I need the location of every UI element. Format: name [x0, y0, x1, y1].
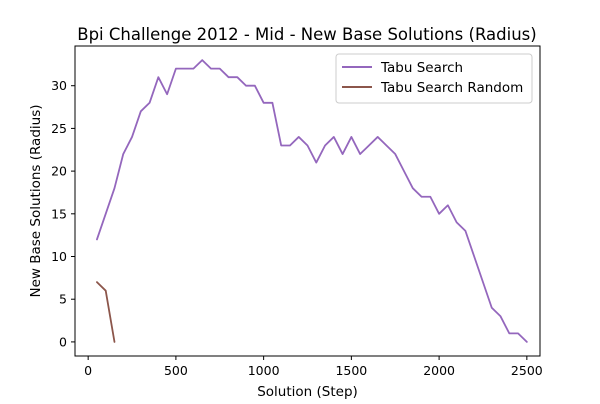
x-tick-label: 0 — [84, 363, 92, 378]
x-axis-label: Solution (Step) — [257, 384, 358, 400]
y-tick-label: 25 — [51, 121, 67, 136]
x-tick-label: 500 — [164, 363, 188, 378]
legend: Tabu Search Tabu Search Random — [335, 53, 533, 104]
x-tick-label: 1500 — [335, 363, 367, 378]
y-tick-label: 10 — [51, 249, 67, 264]
x-tick-label: 1000 — [248, 363, 280, 378]
x-tick-label: 2000 — [423, 363, 455, 378]
chart-title: Bpi Challenge 2012 - Mid - New Base Solu… — [77, 25, 536, 44]
y-tick-label: 5 — [59, 292, 67, 307]
plot-area — [74, 45, 541, 357]
y-tick-label: 20 — [51, 164, 67, 179]
x-axis-ticks: 0 500 1000 1500 2000 2500 — [84, 356, 543, 378]
legend-box — [335, 53, 533, 104]
plot-frame — [74, 45, 541, 357]
y-tick-label: 0 — [59, 334, 67, 349]
series-line-tabu-search-random — [96, 281, 116, 343]
y-tick-label: 30 — [51, 78, 67, 93]
series-layer — [96, 59, 528, 343]
y-axis-label: New Base Solutions (Radius) — [28, 104, 44, 297]
y-axis-ticks: 0 5 10 15 20 25 30 — [51, 78, 75, 349]
legend-label-tabu-search-random: Tabu Search Random — [380, 80, 523, 96]
y-tick-label: 15 — [51, 206, 67, 221]
x-tick-label: 2500 — [511, 363, 543, 378]
legend-label-tabu-search: Tabu Search — [380, 60, 463, 76]
series-line-tabu-search — [96, 59, 528, 343]
